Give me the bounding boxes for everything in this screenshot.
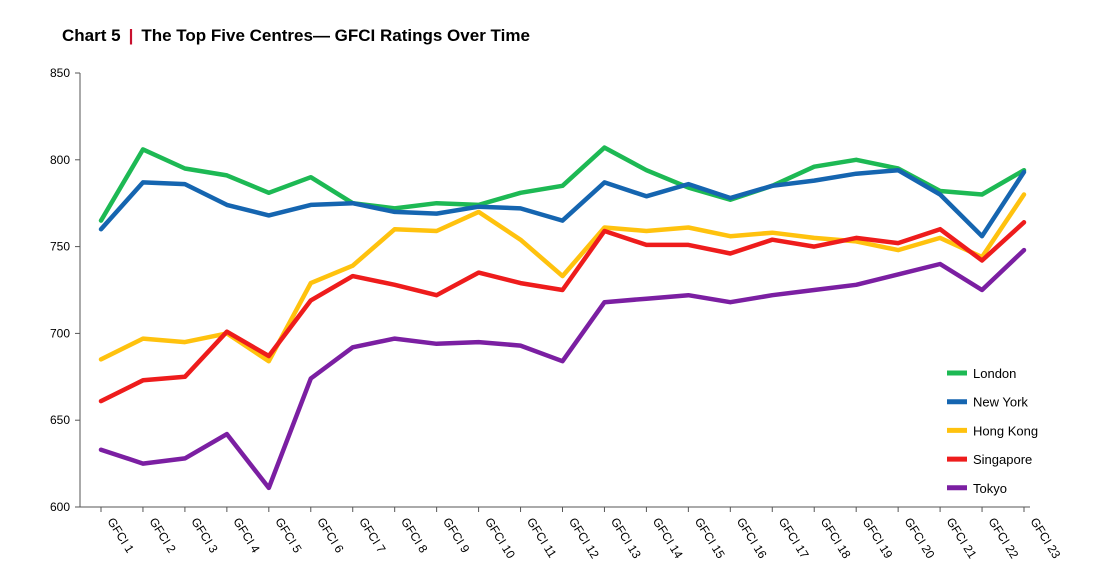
legend-label-hong-kong: Hong Kong — [973, 423, 1038, 438]
series-line-tokyo — [98, 247, 1027, 491]
y-tick-label: 850 — [50, 66, 70, 80]
series-lines — [98, 145, 1027, 491]
series-line-london — [98, 145, 1027, 223]
x-tick-label: GFCI 15 — [692, 515, 728, 561]
legend-label-london: London — [973, 366, 1016, 381]
x-tick-label: GFCI 16 — [734, 515, 770, 561]
axes: 600 650 700 750 800 850 GFCI 1 GFCI 2 GFCI 3 GFCI… — [50, 66, 1064, 561]
x-tick-label: GFCI 14 — [650, 515, 686, 561]
series-line-singapore — [98, 220, 1027, 404]
chart-title-text: The Top Five Centres— GFCI Ratings Over … — [141, 26, 530, 45]
legend-label-tokyo: Tokyo — [973, 481, 1007, 496]
x-tick-label: GFCI 10 — [482, 515, 518, 561]
x-tick-label: GFCI 13 — [608, 515, 644, 561]
legend: London New York Hong Kong Singapore Tokyo — [947, 366, 1038, 496]
x-tick-label: GFCI 18 — [818, 515, 854, 561]
x-tick-label: GFCI 12 — [566, 515, 602, 561]
x-tick-label: GFCI 8 — [398, 515, 431, 555]
x-tick-label: GFCI 1 — [104, 515, 137, 555]
x-tick-label: GFCI 4 — [230, 515, 263, 555]
y-tick-label: 800 — [50, 153, 70, 167]
x-tick-label: GFCI 11 — [524, 515, 560, 560]
legend-label-singapore: Singapore — [973, 452, 1032, 467]
x-tick-label: GFCI 6 — [314, 515, 347, 555]
series-line-new-york — [98, 167, 1027, 239]
chart-title: Chart 5 | The Top Five Centres— GFCI Ratin… — [62, 26, 530, 46]
x-tick-label: GFCI 3 — [188, 515, 221, 555]
legend-label-new-york: New York — [973, 395, 1028, 410]
title-separator: | — [128, 26, 134, 45]
x-tick-label: GFCI 19 — [860, 515, 896, 561]
x-tick-label: GFCI 9 — [440, 515, 473, 555]
chart-number: Chart 5 — [62, 26, 121, 45]
x-tick-label: GFCI 23 — [1027, 515, 1063, 561]
x-tick-label: GFCI 5 — [272, 515, 305, 555]
y-tick-label: 650 — [50, 413, 70, 427]
x-tick-label: GFCI 2 — [146, 515, 179, 555]
y-tick-label: 750 — [50, 240, 70, 254]
x-tick-label: GFCI 21 — [944, 515, 980, 561]
x-tick-label: GFCI 20 — [902, 515, 938, 561]
series-line-hong-kong — [98, 192, 1027, 364]
x-tick-label: GFCI 22 — [986, 515, 1022, 561]
y-tick-label: 600 — [50, 500, 70, 514]
y-tick-label: 700 — [50, 326, 70, 340]
x-tick-label: GFCI 7 — [356, 515, 389, 555]
x-tick-label: GFCI 17 — [776, 515, 812, 561]
